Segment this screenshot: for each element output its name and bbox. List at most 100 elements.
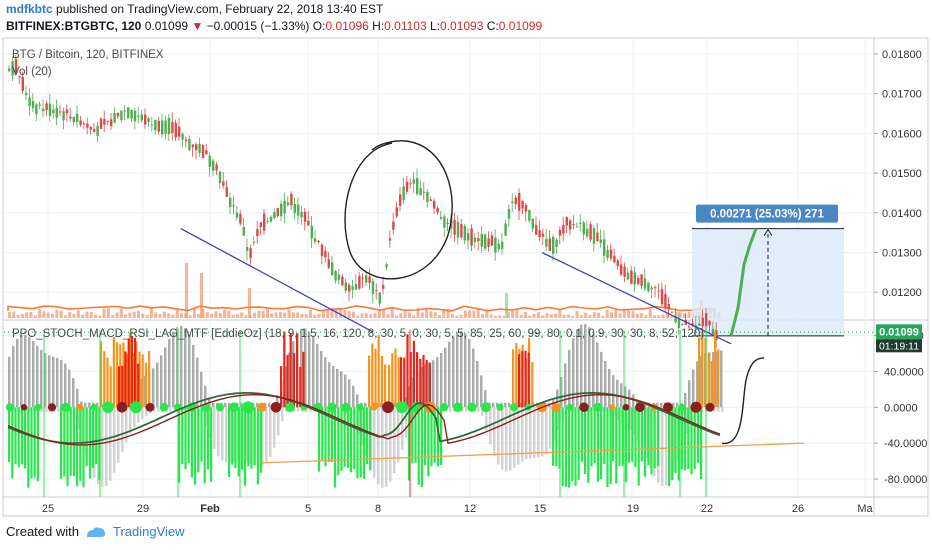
volume-bar — [472, 310, 476, 318]
volume-bar — [674, 311, 678, 318]
candle-body — [705, 313, 708, 327]
candle-body — [89, 126, 92, 130]
candle-body — [42, 108, 45, 112]
hist-bar-positive — [424, 364, 427, 408]
measure-projection[interactable]: 0.00271 (25.03%) 271 — [692, 204, 844, 337]
hist-bar-oversold — [603, 407, 606, 465]
hist-bar-negative — [213, 407, 216, 450]
candle-body — [76, 113, 79, 123]
candle-body — [535, 225, 538, 235]
candle-body — [487, 238, 490, 247]
countdown-label: 01:19:11 — [879, 340, 919, 352]
hist-bar-oversold — [561, 407, 564, 487]
volume-bar — [485, 309, 489, 318]
candle-body — [164, 120, 167, 134]
hist-bar-overbought — [400, 357, 403, 408]
hist-bar-oversold — [200, 407, 203, 462]
tradingview-brand[interactable]: TradingView — [112, 524, 185, 539]
publisher-name[interactable]: mdfkbtc — [6, 2, 53, 16]
hist-bar-negative — [229, 407, 232, 463]
candle-body — [300, 211, 303, 218]
candle-body — [667, 303, 670, 310]
candle-body — [382, 285, 385, 289]
volume-bar — [205, 312, 209, 318]
candle-body — [671, 311, 674, 313]
measure-label: 0.00271 (25.03%) 271 — [710, 209, 824, 221]
hist-bar-negative — [129, 407, 132, 434]
candle-body — [569, 220, 572, 230]
hist-bar-oversold — [656, 407, 659, 467]
candle-body — [402, 186, 405, 201]
candle-body — [558, 230, 562, 236]
candle-body — [249, 248, 252, 258]
candle-body — [562, 224, 565, 234]
volume-bar — [438, 314, 441, 318]
hist-bar-negative — [573, 407, 576, 412]
volume-bar — [610, 312, 613, 318]
hist-bar-overbought — [512, 349, 515, 408]
hist-bar-oversold — [187, 407, 190, 463]
candle-body — [633, 272, 636, 285]
hist-bar-negative — [553, 407, 556, 441]
hist-bar-overbought — [121, 365, 124, 408]
hist-bar-oversold — [362, 407, 365, 479]
hist-bar-positive — [460, 331, 463, 408]
candle-body — [399, 194, 402, 206]
volume-bar — [106, 308, 110, 318]
indicator-title: PPO_STOCH_MACD_RSI_LAG_MTF [EddieOz] (18… — [12, 328, 704, 340]
candle-body — [473, 237, 477, 243]
hist-bar-positive — [604, 360, 607, 408]
hist-bar-positive — [608, 368, 611, 408]
hist-bar-positive — [336, 368, 339, 408]
candle-body — [507, 208, 511, 219]
candle-body — [589, 224, 592, 240]
hist-bar-oversold — [408, 407, 411, 481]
candles[interactable] — [8, 54, 718, 348]
trading-chart[interactable]: 0.00271 (25.03%) 271 0.01800 0.01700 0.016… — [0, 0, 932, 520]
hist-bar-overbought — [124, 351, 127, 408]
candle-body — [167, 117, 171, 135]
price-change: −0.00015 (−1.33%) — [206, 19, 310, 33]
volume-bar — [137, 310, 140, 318]
hist-bar-positive — [20, 335, 23, 408]
candle-body — [11, 61, 14, 76]
hist-bar-positive — [84, 402, 87, 408]
trendlines[interactable] — [180, 140, 732, 345]
high-label: H: — [372, 19, 385, 33]
volume-bar — [287, 309, 291, 318]
hist-bar-oversold — [668, 407, 671, 487]
candle-body — [31, 101, 35, 109]
candle-body — [470, 228, 473, 246]
hist-bar-oversold — [337, 407, 340, 476]
hist-bar-oversold — [210, 407, 213, 482]
candle-body — [235, 212, 239, 218]
volume-bar — [356, 315, 360, 318]
hist-bar-positive — [72, 377, 75, 408]
candle-body — [674, 316, 677, 323]
hist-bar-overbought — [283, 331, 286, 408]
hist-bar-oversold — [184, 407, 187, 470]
hist-bar-negative — [629, 407, 632, 431]
hist-bar-negative — [293, 407, 296, 412]
publish-info: mdfkbtc published on TradingView.com, Fe… — [6, 2, 383, 16]
hist-bar-oversold — [72, 407, 75, 477]
candle-body — [388, 238, 392, 241]
hist-bar-positive — [316, 343, 319, 408]
candle-body — [320, 244, 324, 257]
volume-bar — [326, 309, 330, 318]
hist-bar-negative — [57, 407, 60, 412]
candle-body — [348, 285, 351, 292]
candle-body — [528, 209, 531, 221]
volume-bar — [278, 312, 282, 318]
hist-bar-positive — [60, 359, 63, 408]
hist-bar-positive — [600, 351, 603, 408]
hist-bar-overbought — [428, 362, 431, 408]
candle-body — [518, 192, 521, 211]
hist-bar-positive — [696, 361, 699, 408]
time-tick-label: Feb — [200, 503, 220, 515]
hist-bar-overbought — [302, 351, 305, 408]
hist-bar-oversold — [690, 407, 693, 475]
candle-body — [229, 197, 232, 207]
candle-body — [582, 222, 585, 235]
hist-bar-positive — [468, 339, 471, 408]
